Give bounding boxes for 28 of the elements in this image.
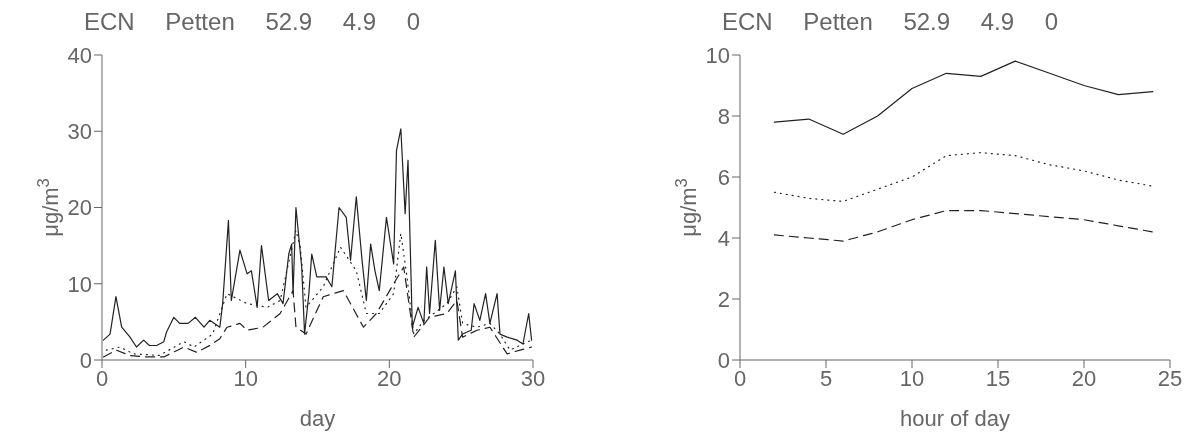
y-tick-label: 4 <box>717 225 730 251</box>
y-tick-label: 30 <box>67 119 92 145</box>
x-tick-label: 25 <box>1157 365 1183 391</box>
x-tick-label: 30 <box>520 365 546 391</box>
x-tick-label: 20 <box>1071 365 1097 391</box>
line-series <box>773 152 1154 202</box>
y-tick-label: 2 <box>717 286 730 312</box>
y-tick-label: 10 <box>67 271 92 297</box>
x-axis-title: day <box>299 406 336 431</box>
x-tick-label: 0 <box>733 365 747 391</box>
x-tick-label: 10 <box>899 365 925 391</box>
y-tick-label: 0 <box>717 347 730 373</box>
x-axis-title: hour of day <box>899 406 1011 431</box>
y-tick-label: 20 <box>67 195 92 221</box>
x-tick-label: 5 <box>819 365 833 391</box>
chart-title: ECN Petten 52.9 4.9 0 <box>722 8 1059 36</box>
line-series <box>773 209 1154 242</box>
x-tick-label: 10 <box>233 365 258 391</box>
y-tick-label: 10 <box>705 42 730 68</box>
y-tick-label: 0 <box>79 347 92 373</box>
y-tick-label: 8 <box>717 103 730 129</box>
y-tick-label: 6 <box>717 164 730 190</box>
x-tick-label: 20 <box>377 365 402 391</box>
line-series <box>773 60 1154 135</box>
y-tick-label: 40 <box>67 42 92 68</box>
x-tick-label: 0 <box>95 365 109 391</box>
chart-title: ECN Petten 52.9 4.9 0 <box>84 8 421 36</box>
x-tick-label: 15 <box>985 365 1011 391</box>
